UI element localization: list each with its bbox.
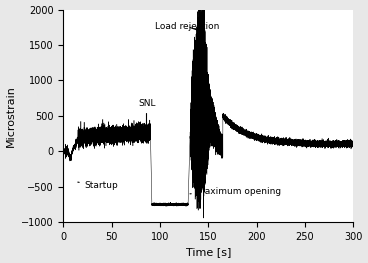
Text: SNL: SNL bbox=[139, 99, 156, 129]
Text: Maximum opening: Maximum opening bbox=[190, 187, 281, 196]
Y-axis label: Microstrain: Microstrain bbox=[6, 85, 15, 147]
Text: Load rejection: Load rejection bbox=[155, 22, 220, 31]
X-axis label: Time [s]: Time [s] bbox=[186, 247, 231, 257]
Text: Startup: Startup bbox=[78, 181, 118, 190]
